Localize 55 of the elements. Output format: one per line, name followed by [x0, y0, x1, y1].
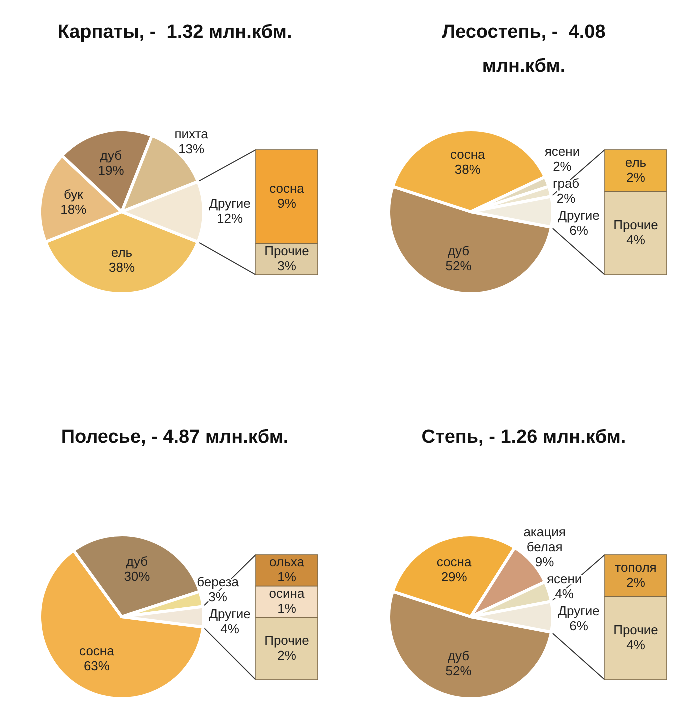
data-label: 4%: [626, 637, 646, 652]
series-label: ель: [625, 154, 647, 170]
slice-label: дуб: [448, 244, 470, 259]
series-label: Прочие: [264, 632, 310, 648]
slice-label: дуб: [100, 148, 122, 163]
data-label: 6%: [570, 618, 589, 634]
data-label: 4%: [220, 621, 240, 636]
data-label: 12%: [216, 211, 244, 226]
data-label: 6%: [570, 222, 589, 238]
series-label: Прочие: [614, 217, 658, 232]
series-label: Прочие: [264, 243, 310, 258]
data-label: 1%: [278, 600, 297, 616]
data-label: 30%: [124, 569, 151, 584]
slice-label: пихта: [174, 126, 210, 142]
slice-label: Другие: [558, 604, 600, 619]
chart-title: Карпаты, - 1.32 млн.кбм.: [58, 22, 292, 43]
data-label: 29%: [441, 570, 468, 585]
slice-label: ель: [111, 245, 133, 260]
data-label: 52%: [446, 258, 472, 274]
slice-label: акация белая: [524, 524, 566, 555]
chart-title: Лесостепь, - 4.08 млн.кбм.: [442, 22, 606, 77]
data-label: 52%: [446, 664, 472, 679]
data-label: 4%: [626, 232, 646, 248]
data-label: 19%: [98, 162, 125, 178]
data-label: 2%: [626, 170, 646, 185]
data-label: 63%: [84, 658, 110, 674]
chart-title: Степь, - 1.26 млн.кбм.: [422, 427, 626, 448]
slice-label: бук: [64, 186, 84, 202]
slice-label: Другие: [558, 208, 600, 223]
chart-title: Полесье, - 4.87 млн.кбм.: [61, 427, 289, 448]
slice-label: сосна: [80, 643, 116, 658]
series-label: осина: [269, 586, 306, 601]
data-label: 2%: [553, 158, 572, 174]
slice-label: ясени: [544, 144, 580, 159]
slice-label: сосна: [450, 146, 486, 162]
data-label: 1%: [278, 570, 297, 585]
series-label: Прочие: [614, 622, 658, 638]
series-label: тополя: [615, 560, 657, 575]
data-label: 9%: [535, 554, 555, 570]
slice-label: Другие: [209, 606, 251, 622]
slice-label: сосна: [436, 554, 472, 570]
data-label: 9%: [278, 196, 297, 211]
data-label: 38%: [454, 162, 482, 177]
data-label: 13%: [178, 141, 206, 156]
slice-label: Другие: [209, 196, 251, 211]
data-label: 3%: [278, 258, 297, 274]
series-label: ольха: [270, 554, 306, 570]
data-label: 2%: [626, 574, 646, 590]
slice-label: дуб: [126, 554, 148, 570]
data-label: 2%: [556, 190, 576, 206]
data-label: 18%: [60, 202, 88, 217]
data-label: 38%: [108, 260, 136, 276]
series-label: сосна: [270, 180, 306, 196]
data-label: 2%: [278, 648, 297, 663]
slice-label: дуб: [448, 648, 470, 664]
